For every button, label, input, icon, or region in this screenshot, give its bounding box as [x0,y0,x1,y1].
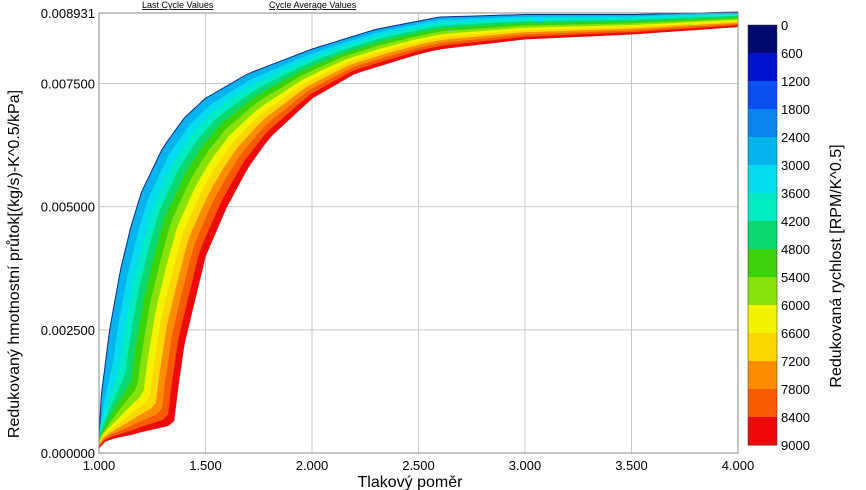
colorbar: 0 600 1200 1800 2400 3000 3600 4200 4800 5400 6000… [747,18,810,453]
upper-edge [98,11,739,439]
colorbar-label: Redukovaná rychlost [RPM/K^0.5] [828,144,845,387]
colorbar-swatch [748,277,777,306]
x-tick-label: 3.000 [509,458,542,473]
colorbar-swatch [748,389,777,418]
colorbar-tick-label: 3600 [781,186,810,201]
y-tick-label: 0.002500 [41,323,95,338]
colorbar-swatch [748,305,777,334]
plot-frame [98,12,739,454]
colorbar-tick-label: 600 [781,46,803,61]
colorbar-tick-label: 7200 [781,354,810,369]
y-axis-label: Redukovaný hmotnostní průtok[(kg/s)-K^0.… [5,90,23,438]
colorbar-tick-label: 3000 [781,158,810,173]
y-tick-label: 0.005000 [41,200,95,215]
colorbar-tick-label: 1800 [781,102,810,117]
colorbar-frame [747,24,778,446]
x-tick-label: 1.000 [83,458,116,473]
y-tick-label: 0.007500 [41,77,95,92]
colorbar-swatch [748,221,777,250]
colorbar-tick-label: 9000 [781,438,810,453]
x-tick-label: 4.000 [722,458,755,473]
colorbar-swatch [748,53,777,82]
colorbar-swatch [748,137,777,166]
y-tick-label: 0.000000 [41,446,95,461]
colorbar-tick-label: 4200 [781,214,810,229]
colorbar-tick-label: 2400 [781,130,810,145]
x-tick-label: 2.000 [296,458,329,473]
colorbar-swatch [748,25,777,54]
x-tick-label: 1.500 [189,458,222,473]
colorbar-swatch [748,249,777,278]
colorbar-swatch [748,417,777,446]
x-axis-label: Tlakový poměr [358,474,464,490]
x-tick-label: 2.500 [402,458,435,473]
colorbar-swatch [748,333,777,362]
colorbar-tick-label: 5400 [781,270,810,285]
colorbar-swatch [748,165,777,194]
colorbar-tick-label: 6000 [781,298,810,313]
y-tick-label: 0.008931 [41,6,95,21]
colorbar-tick-label: 0 [781,18,788,33]
y-axis: 0.000000 0.002500 0.005000 0.007500 0.008931 [41,6,95,461]
colorbar-tick-label: 6600 [781,326,810,341]
cycle-average-label[interactable]: Cycle Average Values [269,0,357,10]
colorbar-tick-label: 4800 [781,242,810,257]
x-tick-label: 3.500 [615,458,648,473]
colorbar-swatch [748,109,777,138]
colorbar-swatch [748,193,777,222]
colorbar-tick-label: 1200 [781,74,810,89]
colorbar-swatch [748,81,777,110]
last-cycle-label[interactable]: Last Cycle Values [142,0,214,10]
colorbar-tick-label: 8400 [781,410,810,425]
colorbar-tick-label: 7800 [781,382,810,397]
x-axis: 1.000 1.500 2.000 2.500 3.000 3.500 4.000 [83,458,755,473]
colorbar-swatch [748,361,777,390]
